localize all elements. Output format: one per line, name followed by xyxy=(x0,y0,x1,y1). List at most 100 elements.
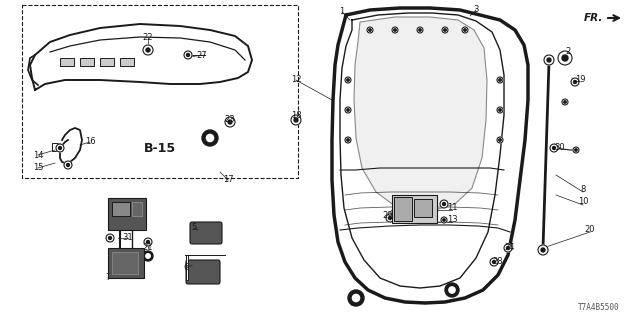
Circle shape xyxy=(547,58,551,62)
Text: 18: 18 xyxy=(291,111,301,121)
Text: 15: 15 xyxy=(33,164,44,172)
Circle shape xyxy=(106,234,114,242)
Bar xyxy=(108,198,146,230)
Circle shape xyxy=(392,27,398,33)
Text: 16: 16 xyxy=(84,138,95,147)
Circle shape xyxy=(497,107,503,113)
Text: 6: 6 xyxy=(183,263,189,273)
Circle shape xyxy=(544,55,554,65)
Circle shape xyxy=(442,203,445,205)
Bar xyxy=(414,199,432,217)
Polygon shape xyxy=(354,17,487,210)
Text: 9: 9 xyxy=(449,290,454,299)
Text: 11: 11 xyxy=(447,204,457,212)
Circle shape xyxy=(206,134,214,141)
Text: 21: 21 xyxy=(143,244,153,252)
Bar xyxy=(394,197,412,221)
Circle shape xyxy=(441,217,447,223)
Bar xyxy=(392,195,437,223)
Text: 3: 3 xyxy=(474,5,479,14)
FancyBboxPatch shape xyxy=(190,222,222,244)
Text: 4: 4 xyxy=(115,213,120,222)
Text: 24: 24 xyxy=(505,244,515,252)
Circle shape xyxy=(353,294,360,301)
Bar xyxy=(112,252,138,274)
Circle shape xyxy=(184,51,192,59)
Text: 25: 25 xyxy=(351,300,361,308)
Circle shape xyxy=(419,29,421,31)
Circle shape xyxy=(444,29,446,31)
Circle shape xyxy=(573,81,577,84)
Text: 19: 19 xyxy=(575,76,585,84)
Bar xyxy=(60,58,74,66)
Text: 30: 30 xyxy=(555,143,565,153)
Circle shape xyxy=(143,45,153,55)
Circle shape xyxy=(294,118,298,122)
Text: FR.: FR. xyxy=(584,13,603,23)
Text: 10: 10 xyxy=(578,197,588,206)
Circle shape xyxy=(462,27,468,33)
Circle shape xyxy=(499,79,501,81)
Circle shape xyxy=(225,117,235,127)
Text: B-15: B-15 xyxy=(144,141,176,155)
Circle shape xyxy=(64,161,72,169)
Circle shape xyxy=(56,144,64,152)
Bar xyxy=(108,248,144,278)
Circle shape xyxy=(109,236,111,239)
Circle shape xyxy=(347,139,349,141)
Circle shape xyxy=(564,101,566,103)
Circle shape xyxy=(67,164,70,166)
Circle shape xyxy=(552,147,556,149)
Text: 14: 14 xyxy=(33,150,44,159)
Bar xyxy=(22,5,298,178)
Circle shape xyxy=(291,115,301,125)
Circle shape xyxy=(449,287,455,293)
Bar xyxy=(186,255,188,280)
Circle shape xyxy=(443,219,445,221)
Circle shape xyxy=(497,77,503,83)
Circle shape xyxy=(417,27,423,33)
Circle shape xyxy=(345,137,351,143)
Circle shape xyxy=(550,144,558,152)
Circle shape xyxy=(562,99,568,105)
Bar xyxy=(112,202,130,216)
Circle shape xyxy=(144,238,152,246)
Circle shape xyxy=(464,29,466,31)
Circle shape xyxy=(506,246,509,250)
Text: 22: 22 xyxy=(143,34,153,43)
Circle shape xyxy=(490,258,498,266)
Circle shape xyxy=(146,48,150,52)
Circle shape xyxy=(386,214,394,222)
Text: 2: 2 xyxy=(565,47,571,57)
Circle shape xyxy=(345,77,351,83)
Circle shape xyxy=(504,244,512,252)
Circle shape xyxy=(147,241,150,244)
Circle shape xyxy=(345,107,351,113)
Text: 13: 13 xyxy=(447,215,458,225)
Circle shape xyxy=(58,147,61,149)
Circle shape xyxy=(493,260,495,263)
Circle shape xyxy=(186,53,189,57)
Circle shape xyxy=(228,120,232,124)
Text: 12: 12 xyxy=(291,76,301,84)
Text: 1: 1 xyxy=(339,7,344,17)
Circle shape xyxy=(499,139,501,141)
Text: 31: 31 xyxy=(422,205,433,214)
Bar xyxy=(120,58,134,66)
Circle shape xyxy=(538,245,548,255)
Circle shape xyxy=(440,200,448,208)
Circle shape xyxy=(394,29,396,31)
Circle shape xyxy=(562,55,568,61)
Circle shape xyxy=(202,130,218,146)
Text: 23: 23 xyxy=(225,116,236,124)
Bar xyxy=(52,143,60,151)
Bar xyxy=(80,58,94,66)
Circle shape xyxy=(445,283,459,297)
Circle shape xyxy=(497,137,503,143)
Text: 8: 8 xyxy=(580,186,586,195)
Circle shape xyxy=(348,290,364,306)
Circle shape xyxy=(575,149,577,151)
Circle shape xyxy=(499,109,501,111)
Bar xyxy=(132,202,142,216)
Text: 7: 7 xyxy=(106,274,111,283)
